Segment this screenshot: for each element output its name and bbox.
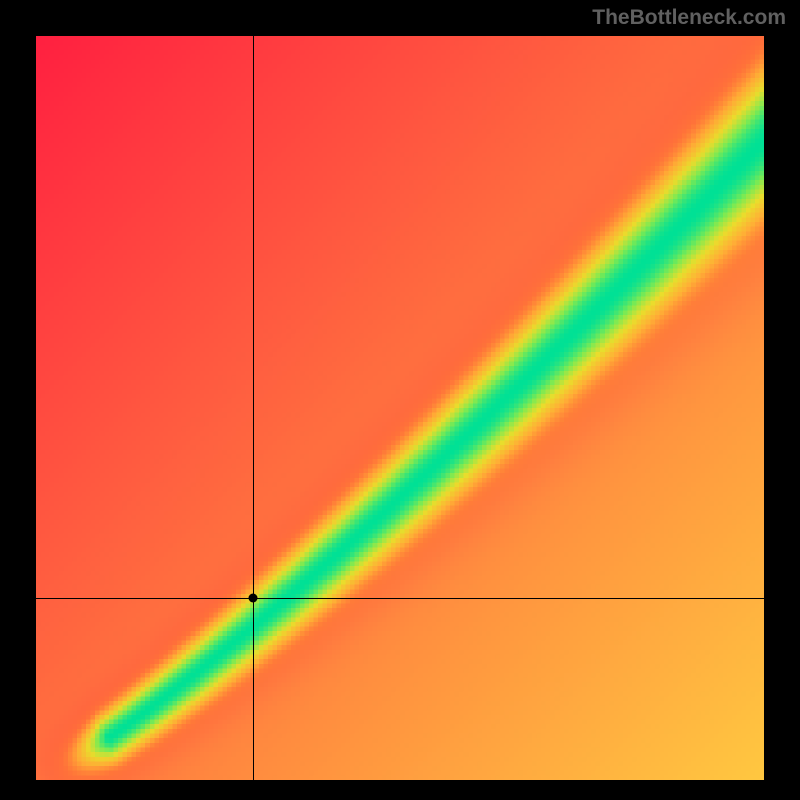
heatmap-plot-area xyxy=(36,36,764,780)
watermark-text: TheBottleneck.com xyxy=(592,6,786,30)
heatmap-canvas xyxy=(36,36,764,780)
chart-container: TheBottleneck.com xyxy=(0,0,800,800)
